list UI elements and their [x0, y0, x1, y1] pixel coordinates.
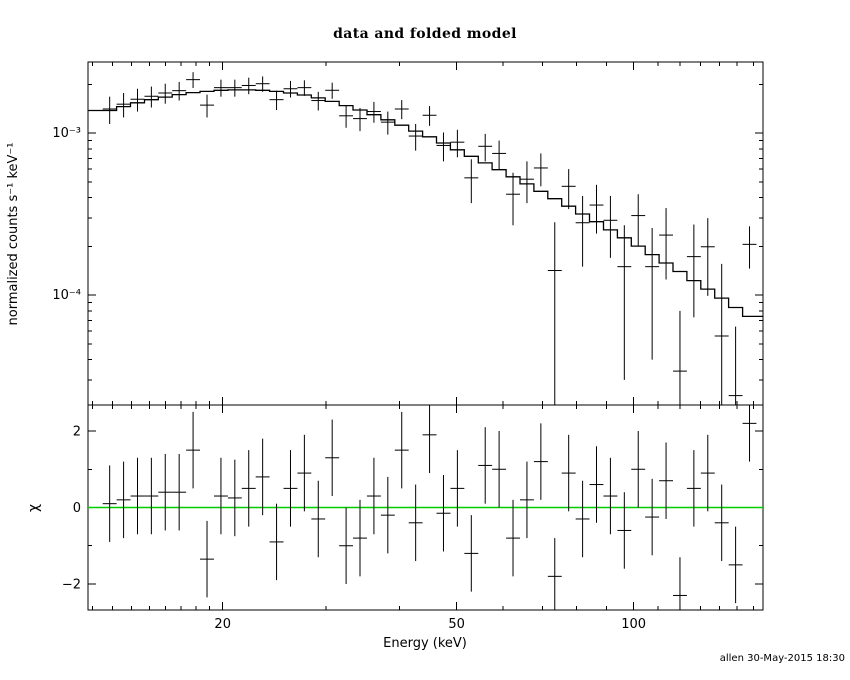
y-tick-label: 0: [73, 501, 81, 516]
plot-frame: [87, 61, 764, 611]
y-tick-label: 10⁻³: [52, 126, 81, 141]
x-tick-label: 20: [214, 617, 231, 632]
x-tick-label: 100: [621, 617, 646, 632]
y-tick-label: 2: [73, 425, 81, 440]
model-histogram: [88, 89, 763, 318]
x-axis-label: Energy (keV): [383, 636, 467, 651]
plot-title: data and folded model: [333, 26, 517, 42]
x-tick-label: 50: [448, 617, 465, 632]
y-tick-label: 10⁻⁴: [52, 288, 81, 303]
y-tick-label: −2: [62, 577, 81, 592]
plot-signature: allen 30-May-2015 18:30: [719, 653, 845, 664]
